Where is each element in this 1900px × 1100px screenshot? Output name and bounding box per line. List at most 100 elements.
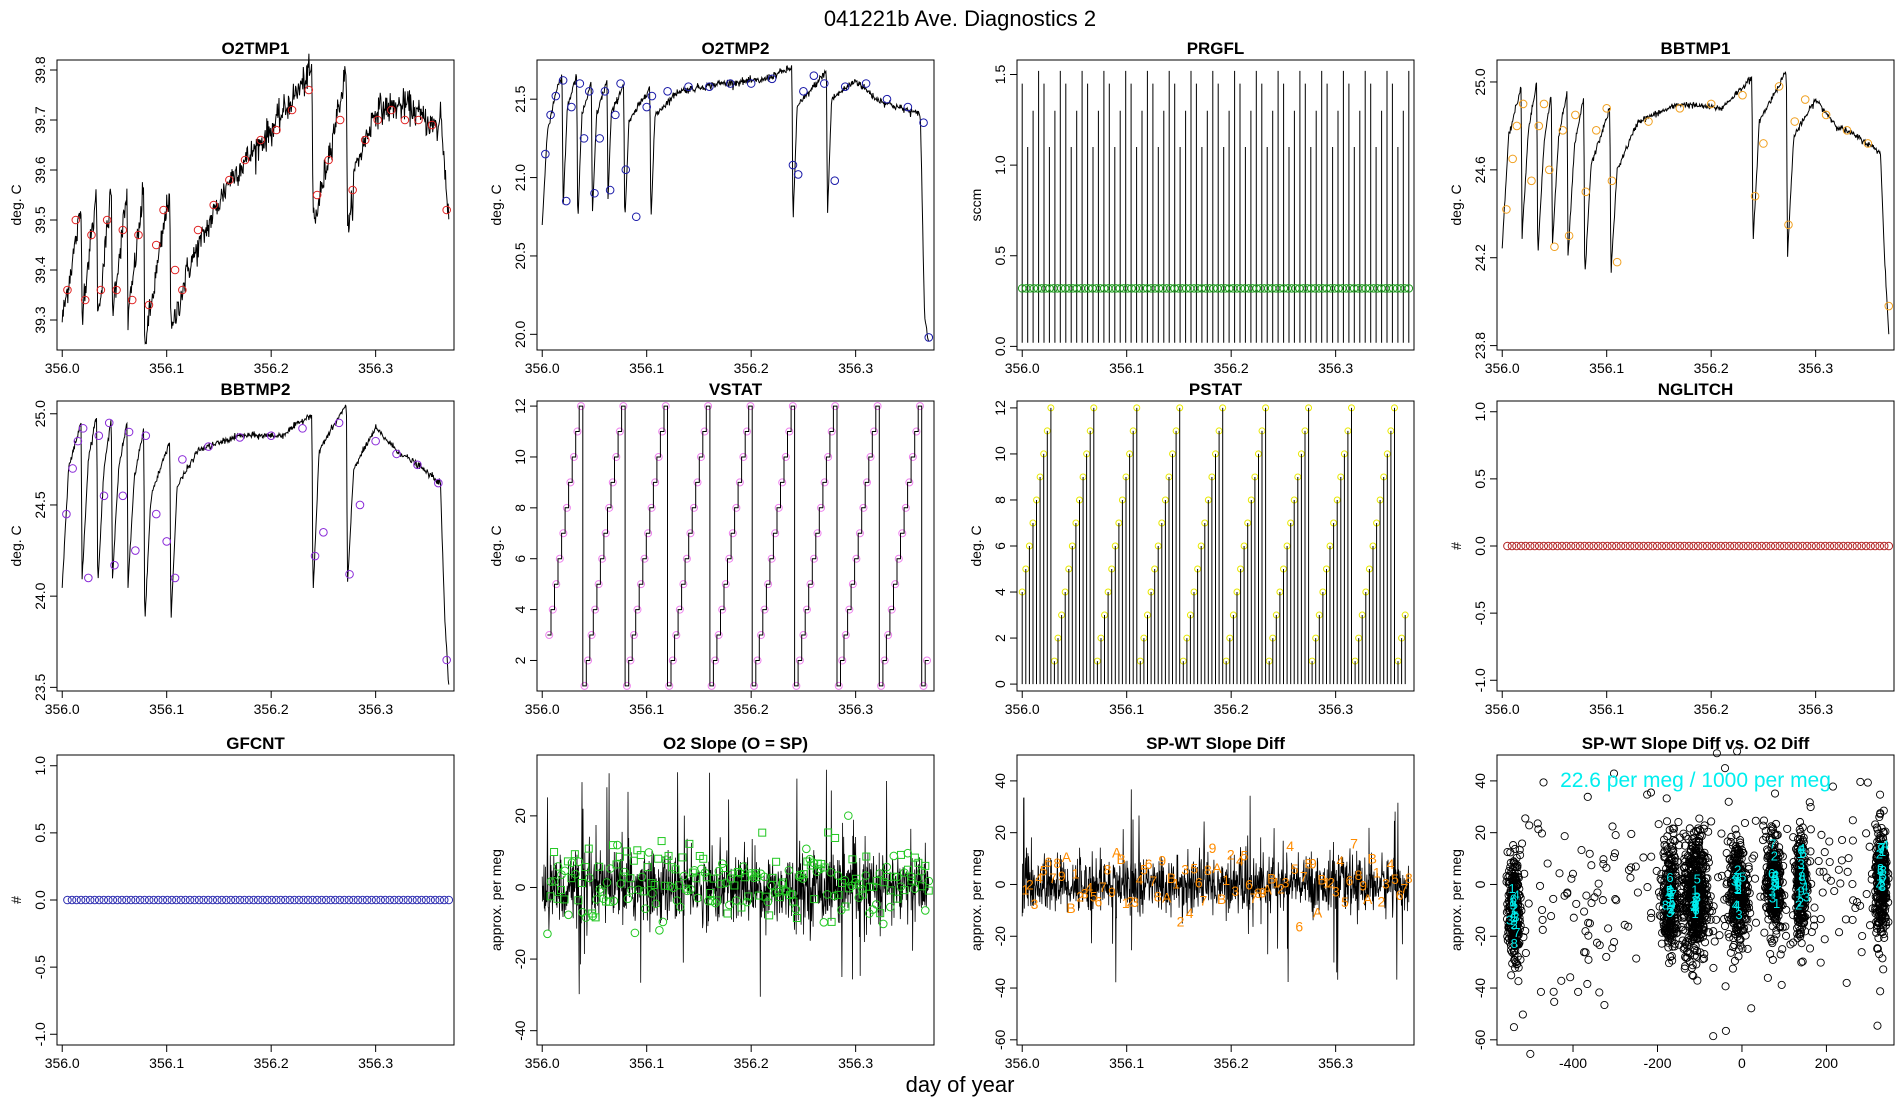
- data-point: [126, 895, 136, 905]
- data-point: [834, 890, 843, 899]
- scatter-point: [1696, 890, 1705, 900]
- data-point: [606, 864, 615, 873]
- vstat-point: [898, 529, 907, 538]
- data-point: [889, 851, 899, 861]
- data-point: [271, 895, 281, 905]
- scatter-point: [1662, 893, 1671, 902]
- data-point: [631, 212, 641, 222]
- data-point: [876, 909, 885, 918]
- data-point: [799, 870, 808, 879]
- scatter-point: [1778, 945, 1787, 954]
- scatter-point: [1732, 858, 1741, 867]
- data-point: [1553, 541, 1562, 551]
- data-point: [367, 895, 376, 905]
- data-point: [335, 895, 345, 905]
- vstat-point: [700, 427, 709, 436]
- vstat-point: [714, 631, 723, 640]
- scatter-point: [1732, 864, 1741, 873]
- data-point: [299, 895, 308, 905]
- x-axis: 356.0 356.1 356.2 356.3: [45, 1045, 393, 1071]
- x-tick-label: 356.0: [1485, 701, 1520, 717]
- scatter-point: [1550, 997, 1559, 1006]
- scatter-point: [1507, 971, 1516, 980]
- data-point: [334, 418, 344, 428]
- data-point: [699, 854, 708, 863]
- scatter-point: [1692, 929, 1701, 939]
- vstat-point: [827, 427, 836, 436]
- series-trace: [61, 404, 450, 685]
- scatter-point: [1669, 829, 1678, 838]
- scatter-point: [1505, 866, 1514, 875]
- data-point: [643, 863, 652, 872]
- data-point: [1842, 126, 1852, 135]
- cluster-average: 5: [1666, 885, 1673, 900]
- data-point: [616, 79, 625, 88]
- scatter-point: [1526, 1049, 1535, 1058]
- scatter-point: [1510, 950, 1519, 959]
- x-tick-label: -400: [1559, 1055, 1587, 1071]
- scatter-point: [1662, 817, 1672, 826]
- data-point: [669, 883, 678, 893]
- scatter-point: [1726, 889, 1735, 898]
- scatter-point: [1563, 889, 1572, 898]
- data-point: [746, 79, 756, 88]
- scatter-point: [1773, 830, 1782, 839]
- vstat-point: [629, 631, 638, 640]
- spwt-label: 1: [1021, 881, 1029, 897]
- data-point: [767, 74, 777, 84]
- scatter-point: [1671, 917, 1680, 926]
- data-point: [718, 859, 727, 868]
- data-point: [595, 862, 604, 871]
- vstat-point: [668, 656, 677, 665]
- data-point: [630, 928, 640, 938]
- spwt-label: 3: [1181, 862, 1189, 878]
- scatter-point: [1533, 819, 1542, 828]
- data-point: [1621, 541, 1630, 551]
- data-point: [700, 868, 710, 878]
- plot-frame: [1496, 59, 1895, 351]
- data-point: [287, 105, 297, 115]
- cluster-average: 2: [1795, 898, 1802, 913]
- scatter-point: [1686, 858, 1695, 867]
- scatter-point: [1595, 988, 1604, 997]
- scatter-point: [1731, 885, 1740, 894]
- data-point: [358, 895, 367, 905]
- data-point: [831, 833, 840, 842]
- y-tick-label: 24.5: [32, 491, 48, 518]
- panel-PSTAT: PSTAT 356.0 356.1 356.2 356.3 0 2 4 6 8 10 12 deg. C: [968, 380, 1415, 717]
- spwt-label: 6: [1346, 872, 1354, 888]
- data-point: [1852, 541, 1862, 551]
- vstat-point: [711, 656, 720, 665]
- vstat-point: [862, 478, 871, 487]
- data-point: [784, 865, 794, 875]
- vstat-point: [894, 554, 903, 563]
- scatter-point: [1592, 938, 1602, 947]
- scatter-point: [1743, 904, 1752, 913]
- data-point: [1766, 541, 1776, 551]
- data-point: [118, 225, 128, 235]
- data-point: [362, 895, 372, 905]
- scatter-point: [1717, 829, 1726, 838]
- data-point: [1748, 541, 1757, 551]
- markers-averages: [541, 71, 934, 342]
- scatter-point: [1700, 949, 1709, 959]
- data-point: [430, 895, 440, 905]
- data-point: [1759, 139, 1768, 148]
- data-point: [819, 918, 829, 927]
- scatter-point: [1669, 886, 1678, 895]
- spwt-label: 2: [1227, 847, 1235, 863]
- scatter-point: [1679, 913, 1688, 922]
- vstat-point: [845, 605, 854, 614]
- panel-title: NGLITCH: [1658, 380, 1734, 399]
- vstat-point: [598, 554, 607, 563]
- scatter-point: [1728, 858, 1737, 867]
- spwt-label: 5: [1040, 863, 1048, 879]
- scatter-point: [1610, 937, 1619, 947]
- scatter-point: [1538, 915, 1547, 924]
- data-point: [63, 895, 72, 905]
- data-point: [294, 895, 304, 905]
- data-point: [686, 885, 696, 894]
- spwt-label: 3: [1332, 884, 1340, 900]
- data-point: [1879, 541, 1889, 551]
